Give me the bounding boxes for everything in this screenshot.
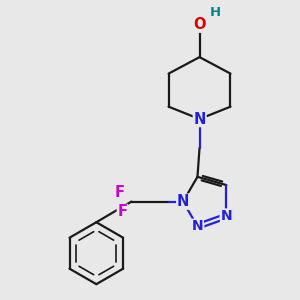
Text: N: N [220,209,232,223]
Text: H: H [210,6,221,19]
Text: N: N [193,112,206,127]
Text: F: F [117,204,127,219]
Text: O: O [193,16,206,32]
Text: N: N [177,194,189,209]
Text: F: F [115,185,125,200]
Text: N: N [192,219,203,233]
